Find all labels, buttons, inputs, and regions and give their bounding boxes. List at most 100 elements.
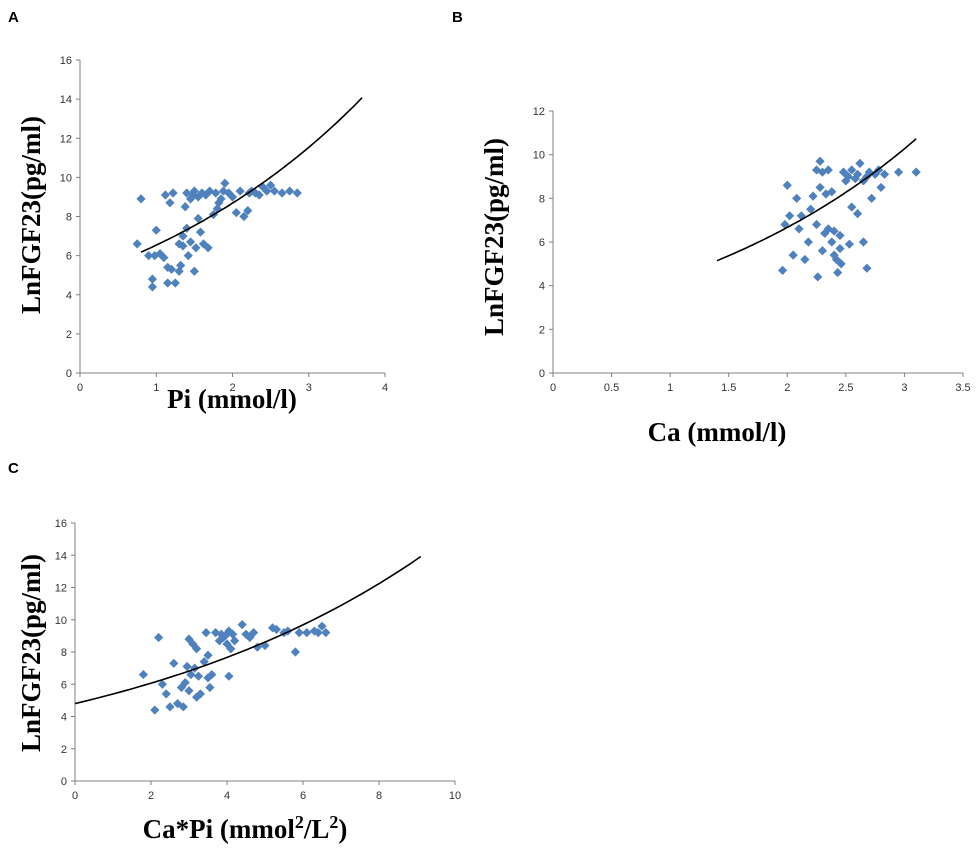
data-point [309,626,319,636]
data-point [313,628,323,638]
data-point [216,194,226,204]
y-tick-label: 14 [60,94,72,106]
data-point [189,186,199,196]
data-point [193,671,204,681]
panel-letter-b: B [452,9,463,26]
x-tick-label: 1 [667,382,673,394]
data-point [268,623,278,633]
data-point [833,267,843,278]
data-point [174,266,184,276]
y-tick-label: 10 [60,172,72,184]
data-point [224,671,234,681]
data-point [154,632,164,643]
data-point [285,186,295,196]
data-point [165,702,175,712]
trend-curve-a [140,97,363,253]
data-point [203,243,213,253]
data-point [226,644,236,654]
data-point [844,239,854,249]
data-point [817,246,828,256]
data-point [879,169,890,179]
data-point [237,619,247,630]
y-tick-label: 2 [66,329,72,341]
x-tick-label: 2.5 [838,382,853,394]
data-point [829,226,839,236]
x-tick-label: 3.5 [955,382,970,394]
data-point [249,628,259,638]
data-point [262,186,272,196]
data-point [867,193,877,203]
x-tick-label: 0.5 [604,382,619,394]
y-axis-label-b: LnFGF23(pg/ml) [479,138,509,336]
panel-letter-c: C [8,460,19,477]
data-point [159,252,169,263]
y-tick-label: 16 [55,518,67,530]
data-point [168,188,178,198]
x-tick-label: 1.5 [721,382,736,394]
data-point [170,278,180,288]
data-point [235,186,245,196]
data-point [173,699,183,709]
data-point [862,263,872,273]
data-point [803,237,813,247]
data-point [808,191,818,201]
y-tick-label: 10 [533,150,545,162]
data-point [224,626,234,636]
x-tick-label: 0 [550,382,556,394]
x-tick-label: 0 [72,790,78,802]
data-point [792,193,802,203]
data-point [191,243,201,253]
data-point [815,156,825,166]
data-point [182,661,192,672]
data-point [847,165,857,175]
data-point [243,206,253,216]
data-point [785,211,795,221]
data-point [847,202,857,212]
data-point [178,241,188,251]
data-point [843,171,853,182]
data-point [254,190,264,200]
data-point [252,642,262,652]
data-point [794,224,804,234]
y-tick-label: 10 [55,615,67,627]
data-point [183,251,193,261]
data-point [230,636,240,646]
y-tick-label: 4 [66,290,72,302]
data-point [778,265,788,275]
data-point [292,188,302,198]
y-axis-label-a: LnFGF23(pg/ml) [16,116,46,314]
y-tick-label: 6 [61,679,67,691]
data-point [147,274,158,284]
y-tick-label: 12 [60,133,72,145]
data-point [893,167,904,177]
data-point [227,192,238,202]
data-point [283,626,293,636]
x-tick-label: 4 [224,790,230,802]
data-point [195,689,205,699]
y-tick-label: 12 [533,106,545,118]
x-tick-label: 4 [382,382,388,394]
data-point [266,180,276,190]
data-point [132,239,142,249]
data-point [782,180,792,190]
data-point [184,634,194,644]
data-point [294,628,304,638]
panel-letter-a: A [8,9,19,26]
data-point [836,259,846,269]
data-point [290,647,300,657]
y-tick-label: 6 [66,251,72,263]
data-point [835,243,845,254]
data-point [166,264,177,274]
data-point [220,178,230,188]
y-tick-label: 8 [539,193,545,205]
data-point [823,165,833,175]
data-point [205,682,215,693]
data-point [207,669,217,680]
data-point [829,250,839,260]
data-point [192,692,202,702]
data-point [852,209,863,219]
data-point [203,650,213,660]
data-point [835,230,845,241]
